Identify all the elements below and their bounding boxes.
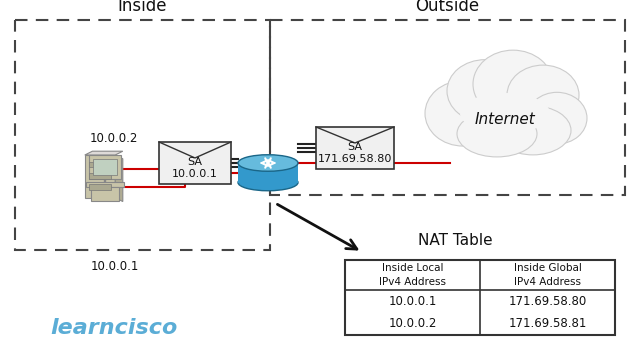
Text: 10.0.0.2: 10.0.0.2: [90, 132, 138, 145]
Bar: [92, 187, 118, 201]
Ellipse shape: [238, 174, 298, 191]
Text: 171.69.58.80: 171.69.58.80: [508, 295, 587, 308]
Ellipse shape: [425, 81, 501, 146]
Bar: [238, 163, 298, 182]
Ellipse shape: [457, 111, 537, 157]
Ellipse shape: [460, 93, 550, 134]
Bar: [84, 155, 115, 198]
Polygon shape: [84, 151, 123, 155]
Bar: [15, 20, 270, 250]
Bar: [159, 142, 231, 184]
Ellipse shape: [473, 50, 553, 118]
Bar: [88, 162, 111, 167]
Text: 171.69.58.81: 171.69.58.81: [508, 317, 587, 330]
Text: NAT Table: NAT Table: [418, 233, 492, 248]
Bar: [93, 159, 117, 175]
Text: Inside: Inside: [118, 0, 167, 15]
Bar: [316, 127, 394, 169]
Bar: [345, 260, 615, 335]
Polygon shape: [115, 155, 123, 202]
Ellipse shape: [238, 155, 298, 171]
Text: 10.0.0.1: 10.0.0.1: [388, 295, 436, 308]
Text: 10.0.0.1: 10.0.0.1: [91, 260, 140, 273]
Ellipse shape: [507, 65, 579, 125]
Text: Inside Local
IPv4 Address: Inside Local IPv4 Address: [379, 263, 446, 287]
Ellipse shape: [447, 60, 523, 122]
Text: SA
10.0.0.1: SA 10.0.0.1: [172, 157, 218, 179]
Ellipse shape: [495, 106, 571, 155]
Bar: [88, 185, 111, 190]
Text: Internet: Internet: [475, 113, 536, 128]
Bar: [88, 173, 111, 179]
Bar: [270, 20, 625, 195]
Text: Inside Global
IPv4 Address: Inside Global IPv4 Address: [513, 263, 581, 287]
Text: Outside: Outside: [415, 0, 479, 15]
Bar: [86, 182, 124, 187]
Ellipse shape: [452, 88, 557, 139]
Bar: [89, 155, 121, 179]
Text: 10.0.0.2: 10.0.0.2: [388, 317, 436, 330]
Ellipse shape: [527, 92, 587, 144]
Text: learncisco: learncisco: [50, 318, 177, 338]
Text: SA
171.69.58.80: SA 171.69.58.80: [318, 142, 392, 164]
